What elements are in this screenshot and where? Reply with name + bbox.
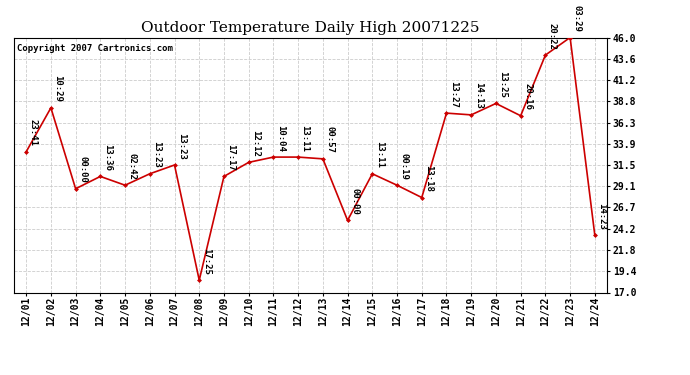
Text: 13:18: 13:18: [424, 165, 433, 192]
Text: 10:29: 10:29: [53, 75, 62, 102]
Text: 10:04: 10:04: [276, 124, 285, 152]
Text: 00:57: 00:57: [325, 126, 335, 153]
Text: Copyright 2007 Cartronics.com: Copyright 2007 Cartronics.com: [17, 44, 172, 53]
Text: 20:22: 20:22: [548, 22, 557, 50]
Text: 14:13: 14:13: [473, 82, 483, 110]
Text: 23:41: 23:41: [28, 119, 38, 146]
Text: 03:29: 03:29: [573, 5, 582, 32]
Text: 13:11: 13:11: [301, 124, 310, 152]
Text: 00:00: 00:00: [78, 156, 87, 183]
Text: 17:25: 17:25: [201, 248, 210, 274]
Text: 20:16: 20:16: [523, 83, 532, 110]
Text: 13:36: 13:36: [103, 144, 112, 171]
Text: 00:00: 00:00: [350, 188, 359, 215]
Text: 13:25: 13:25: [498, 71, 507, 98]
Text: 00:19: 00:19: [400, 153, 408, 180]
Text: 14:23: 14:23: [598, 203, 607, 230]
Text: 13:23: 13:23: [152, 141, 161, 168]
Title: Outdoor Temperature Daily High 20071225: Outdoor Temperature Daily High 20071225: [141, 21, 480, 35]
Text: 13:27: 13:27: [449, 81, 458, 108]
Text: 13:11: 13:11: [375, 141, 384, 168]
Text: 17:17: 17:17: [226, 144, 235, 171]
Text: 02:42: 02:42: [128, 153, 137, 180]
Text: 13:23: 13:23: [177, 133, 186, 159]
Text: 12:12: 12:12: [251, 130, 260, 157]
